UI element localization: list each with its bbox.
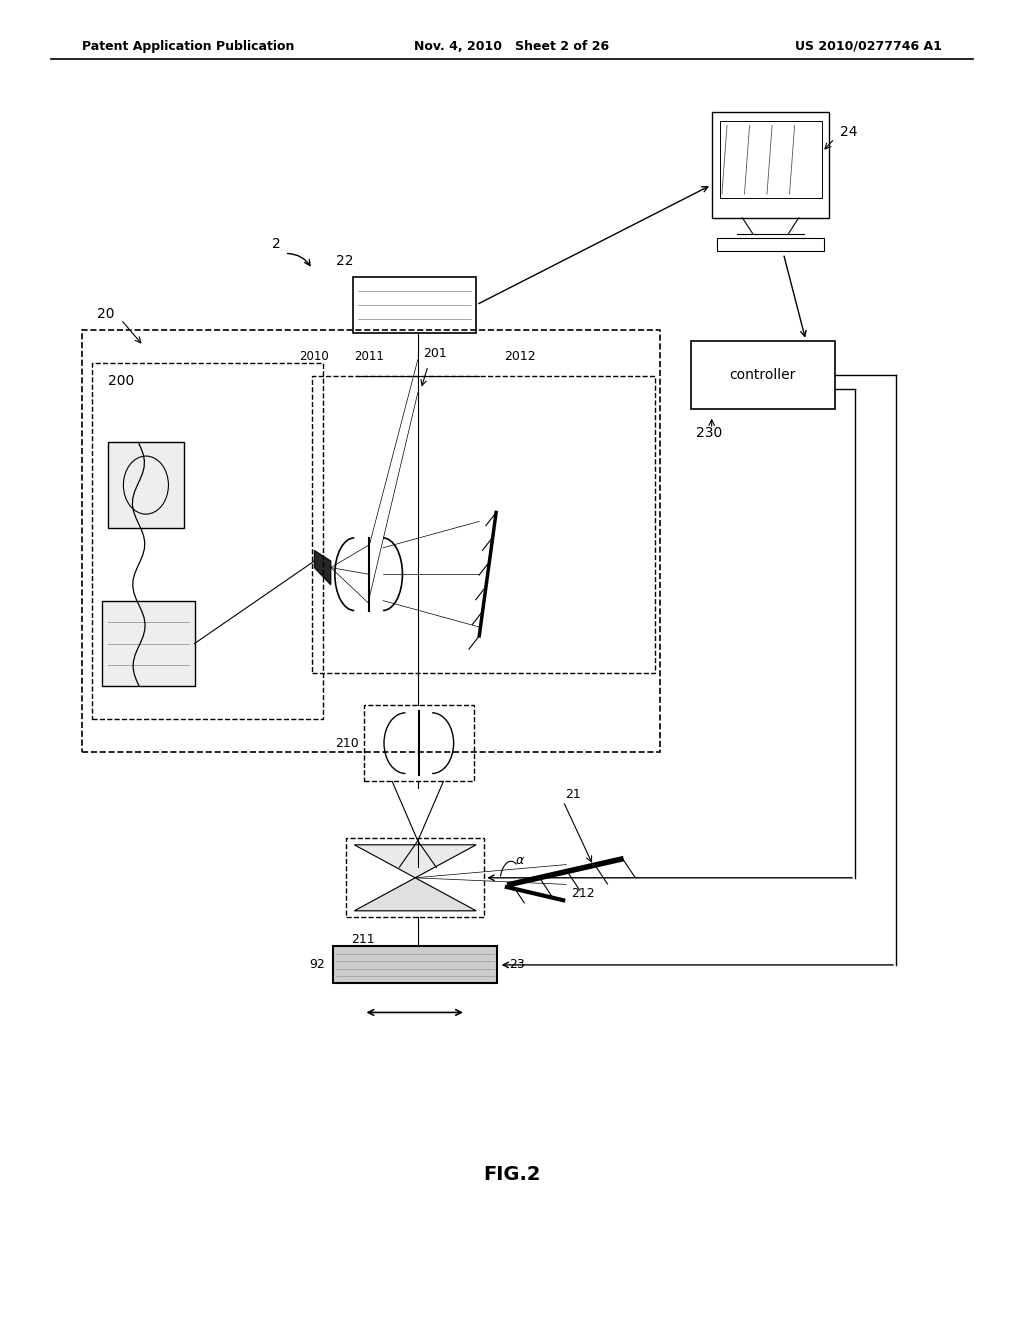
Polygon shape [354,878,476,911]
Bar [712,112,829,218]
Text: 230: 230 [696,426,723,440]
Text: 24: 24 [840,125,857,139]
Text: 2: 2 [272,238,281,251]
Text: 200: 200 [108,374,134,388]
Text: US 2010/0277746 A1: US 2010/0277746 A1 [796,40,942,53]
Text: FIG.2: FIG.2 [483,1166,541,1184]
Text: 201: 201 [423,347,446,360]
Bar [82,330,660,752]
Text: controller: controller [730,368,796,381]
Bar [720,121,822,198]
Bar [691,341,835,409]
Text: Nov. 4, 2010   Sheet 2 of 26: Nov. 4, 2010 Sheet 2 of 26 [415,40,609,53]
Bar [333,946,497,983]
Text: 2012: 2012 [505,350,536,363]
Text: α: α [516,854,524,867]
Bar [364,705,474,781]
Bar [717,238,824,251]
Bar [92,363,323,719]
Bar [353,277,476,333]
Text: 2011: 2011 [353,350,384,363]
Text: 92: 92 [309,958,325,972]
Bar [346,838,484,917]
Text: 211: 211 [351,933,375,946]
Text: 212: 212 [571,887,595,900]
Text: 2010: 2010 [299,350,330,363]
Text: 22: 22 [336,255,354,268]
Text: Patent Application Publication: Patent Application Publication [82,40,294,53]
Text: 210: 210 [335,737,358,750]
Text: 20: 20 [97,308,115,321]
Text: 23: 23 [509,958,524,972]
Polygon shape [354,845,476,878]
Bar [108,442,184,528]
Polygon shape [314,550,331,585]
Text: 21: 21 [565,788,581,801]
Bar [102,601,195,686]
Bar [312,376,655,673]
